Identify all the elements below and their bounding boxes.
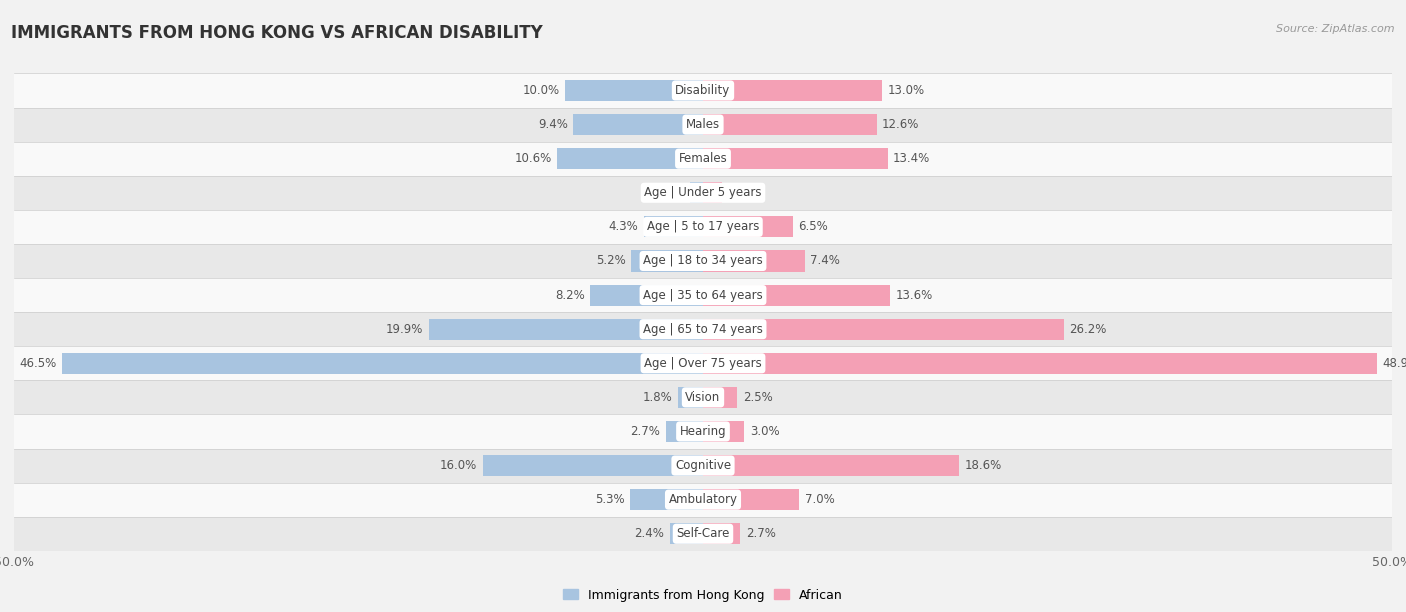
Bar <box>14 449 1392 483</box>
Text: 2.4%: 2.4% <box>634 528 665 540</box>
Text: IMMIGRANTS FROM HONG KONG VS AFRICAN DISABILITY: IMMIGRANTS FROM HONG KONG VS AFRICAN DIS… <box>11 24 543 42</box>
Bar <box>703 353 1376 374</box>
Text: Age | 18 to 34 years: Age | 18 to 34 years <box>643 255 763 267</box>
Bar <box>14 414 1392 449</box>
Text: Cognitive: Cognitive <box>675 459 731 472</box>
Text: 0.95%: 0.95% <box>647 186 685 200</box>
Text: 48.9%: 48.9% <box>1382 357 1406 370</box>
Bar <box>14 141 1392 176</box>
Bar <box>557 148 703 170</box>
Text: Disability: Disability <box>675 84 731 97</box>
Bar <box>703 319 1064 340</box>
Bar <box>630 489 703 510</box>
Text: 13.0%: 13.0% <box>887 84 925 97</box>
Bar <box>703 182 723 203</box>
Bar <box>62 353 703 374</box>
Bar <box>703 250 806 272</box>
Text: 4.3%: 4.3% <box>609 220 638 233</box>
Text: 10.6%: 10.6% <box>515 152 551 165</box>
Text: 7.0%: 7.0% <box>806 493 835 506</box>
Bar <box>703 455 959 476</box>
Text: 46.5%: 46.5% <box>20 357 56 370</box>
Text: 19.9%: 19.9% <box>385 323 423 335</box>
Bar <box>703 387 738 408</box>
Bar <box>669 523 703 544</box>
Text: Hearing: Hearing <box>679 425 727 438</box>
Bar <box>703 80 882 101</box>
Text: Age | Over 75 years: Age | Over 75 years <box>644 357 762 370</box>
Bar <box>703 523 740 544</box>
Bar <box>565 80 703 101</box>
Bar <box>574 114 703 135</box>
Bar <box>14 312 1392 346</box>
Text: 10.0%: 10.0% <box>523 84 560 97</box>
Text: 1.8%: 1.8% <box>643 391 672 404</box>
Text: 6.5%: 6.5% <box>799 220 828 233</box>
Text: 7.4%: 7.4% <box>810 255 841 267</box>
Bar <box>703 421 744 442</box>
Text: 1.4%: 1.4% <box>728 186 758 200</box>
Text: 13.6%: 13.6% <box>896 289 934 302</box>
Text: 2.5%: 2.5% <box>742 391 773 404</box>
Bar <box>703 148 887 170</box>
Bar <box>703 114 876 135</box>
Text: 16.0%: 16.0% <box>440 459 477 472</box>
Legend: Immigrants from Hong Kong, African: Immigrants from Hong Kong, African <box>558 584 848 606</box>
Text: 18.6%: 18.6% <box>965 459 1002 472</box>
Bar <box>14 108 1392 141</box>
Text: Age | 65 to 74 years: Age | 65 to 74 years <box>643 323 763 335</box>
Bar <box>703 285 890 305</box>
Text: 8.2%: 8.2% <box>555 289 585 302</box>
Bar <box>703 216 793 237</box>
Bar <box>644 216 703 237</box>
Bar <box>14 346 1392 380</box>
Bar <box>14 483 1392 517</box>
Text: 26.2%: 26.2% <box>1070 323 1107 335</box>
Text: Age | 35 to 64 years: Age | 35 to 64 years <box>643 289 763 302</box>
Text: Age | 5 to 17 years: Age | 5 to 17 years <box>647 220 759 233</box>
Text: Age | Under 5 years: Age | Under 5 years <box>644 186 762 200</box>
Text: Source: ZipAtlas.com: Source: ZipAtlas.com <box>1277 24 1395 34</box>
Text: 13.4%: 13.4% <box>893 152 931 165</box>
Bar <box>690 182 703 203</box>
Text: 12.6%: 12.6% <box>882 118 920 131</box>
Bar <box>14 210 1392 244</box>
Bar <box>14 176 1392 210</box>
Text: Females: Females <box>679 152 727 165</box>
Text: 2.7%: 2.7% <box>630 425 661 438</box>
Bar <box>678 387 703 408</box>
Bar <box>631 250 703 272</box>
Text: 9.4%: 9.4% <box>538 118 568 131</box>
Bar <box>482 455 703 476</box>
Text: 2.7%: 2.7% <box>745 528 776 540</box>
Bar <box>429 319 703 340</box>
Text: Self-Care: Self-Care <box>676 528 730 540</box>
Text: Males: Males <box>686 118 720 131</box>
Text: 5.3%: 5.3% <box>595 493 624 506</box>
Bar <box>14 278 1392 312</box>
Bar <box>703 489 800 510</box>
Bar <box>14 73 1392 108</box>
Bar <box>591 285 703 305</box>
Bar <box>14 517 1392 551</box>
Text: 5.2%: 5.2% <box>596 255 626 267</box>
Text: Ambulatory: Ambulatory <box>668 493 738 506</box>
Bar <box>14 244 1392 278</box>
Bar <box>14 380 1392 414</box>
Text: 3.0%: 3.0% <box>749 425 779 438</box>
Text: Vision: Vision <box>685 391 721 404</box>
Bar <box>666 421 703 442</box>
